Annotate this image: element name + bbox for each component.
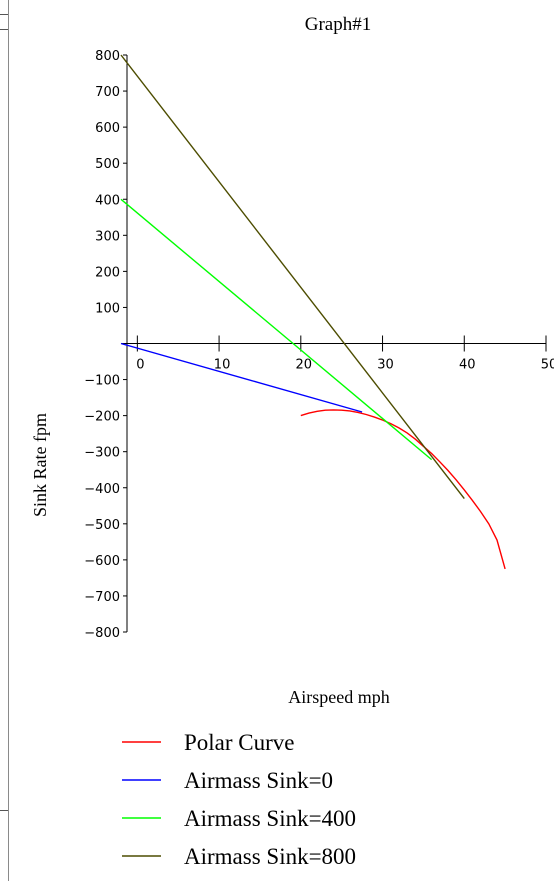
y-tick-label: 600 [95,121,120,136]
tick-labels: −800−700−600−500−400−300−200−10010020030… [84,49,554,641]
y-tick-label: 500 [95,157,120,172]
window-left-edge [0,0,9,881]
y-tick-label: −400 [84,482,120,497]
series-group [120,54,506,570]
y-tick-label: −700 [84,590,120,605]
x-tick-label: 30 [377,358,394,373]
y-axis-label: Sink Rate fpm [30,413,50,517]
x-tick-label: 20 [296,358,313,373]
x-tick-label: 0 [136,358,144,373]
edge-marker-icon [0,810,8,825]
series-line-airmass-sink-400 [120,198,433,461]
chart-title: Graph#1 [305,14,371,35]
series-line-airmass-sink-0 [120,342,363,413]
y-tick-label: 800 [95,49,120,64]
y-tick-label: −100 [84,374,120,389]
y-tick-label: 100 [95,301,120,316]
series-line-polar-curve [300,409,506,570]
y-tick-label: −500 [84,518,120,533]
legend-label-polar-curve: Polar Curve [184,730,295,755]
series-line-airmass-sink-800 [120,54,465,500]
legend-label-airmass-sink-800: Airmass Sink=800 [184,844,356,869]
y-tick-label: 200 [95,265,120,280]
legend-label-airmass-sink-0: Airmass Sink=0 [184,768,333,793]
legend: Polar Curve Airmass Sink=0 Airmass Sink=40… [122,730,356,869]
legend-label-airmass-sink-400: Airmass Sink=400 [184,806,356,831]
x-axis-label: Airspeed mph [288,687,389,707]
x-tick-label: 10 [214,358,231,373]
y-tick-label: 300 [95,229,120,244]
y-tick-label: 400 [95,193,120,208]
y-tick-label: −800 [84,626,120,641]
edge-control-icon [0,14,8,30]
y-tick-label: −600 [84,554,120,569]
y-tick-label: −200 [84,410,120,425]
y-tick-label: 700 [95,85,120,100]
y-tick-label: −300 [84,446,120,461]
x-tick-label: 40 [459,358,476,373]
x-tick-label: 50 [541,358,554,373]
axes [121,54,547,633]
